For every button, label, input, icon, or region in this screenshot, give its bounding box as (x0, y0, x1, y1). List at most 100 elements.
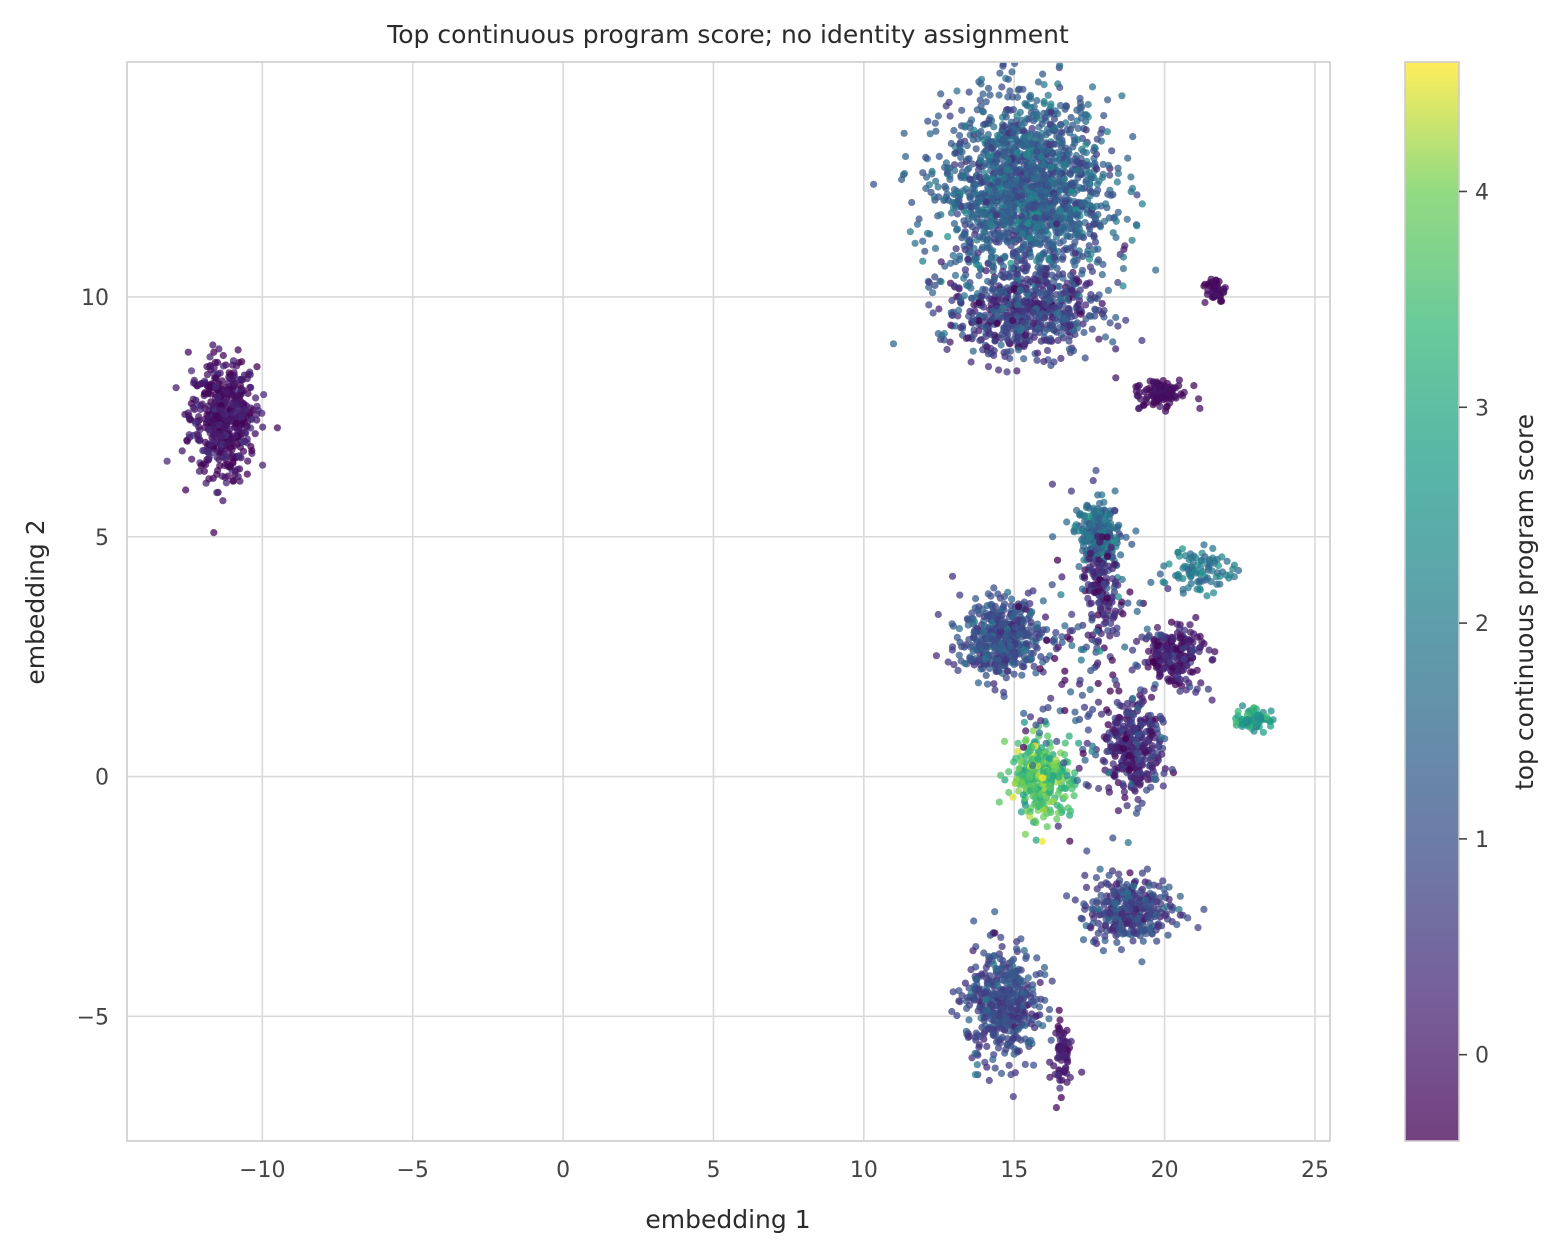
scatter-point (1214, 562, 1222, 570)
scatter-point (1057, 214, 1065, 222)
scatter-point (1125, 766, 1134, 774)
scatter-point (949, 251, 957, 260)
scatter-point (931, 281, 939, 290)
scatter-point (1016, 327, 1024, 335)
scatter-point (1135, 381, 1143, 389)
scatter-point (1018, 671, 1026, 679)
scatter-point (1113, 698, 1121, 707)
scatter-point (998, 305, 1007, 313)
scatter-point (1076, 99, 1084, 107)
scatter-point (1158, 750, 1166, 758)
scatter-point (1097, 202, 1105, 210)
scatter-point (955, 306, 963, 314)
scatter-point (1017, 141, 1026, 149)
scatter-point (1054, 790, 1062, 798)
scatter-point (1094, 186, 1102, 194)
scatter-point (1013, 367, 1021, 375)
scatter-point (1019, 230, 1027, 238)
scatter-point (1029, 308, 1037, 316)
scatter-point (1067, 225, 1075, 233)
scatter-point (205, 475, 213, 483)
scatter-point (1011, 187, 1020, 195)
scatter-point (1133, 749, 1141, 757)
scatter-point (1186, 683, 1194, 691)
scatter-point (937, 258, 945, 266)
scatter-point (1044, 732, 1052, 740)
scatter-point (987, 330, 995, 338)
scatter-point (209, 416, 217, 424)
scatter-point (1111, 538, 1119, 546)
scatter-point (967, 358, 975, 366)
scatter-point (989, 267, 997, 275)
scatter-point (1150, 399, 1158, 407)
scatter-point (1065, 337, 1073, 345)
scatter-point (1174, 548, 1182, 556)
scatter-point (1050, 115, 1059, 123)
scatter-point (1198, 638, 1206, 646)
scatter-point (957, 324, 965, 332)
scatter-point (195, 467, 203, 475)
scatter-point (1213, 284, 1221, 292)
scatter-point (1123, 215, 1131, 223)
scatter-point (999, 267, 1007, 275)
scatter-point (1028, 743, 1036, 752)
scatter-point (1138, 336, 1146, 345)
scatter-point (957, 643, 966, 651)
scatter-point (247, 443, 255, 451)
scatter-point (935, 152, 943, 160)
scatter-point (1086, 180, 1094, 188)
scatter-point (1208, 288, 1216, 296)
scatter-point (223, 416, 231, 424)
scatter-point (1118, 575, 1126, 584)
scatter-point (1154, 662, 1162, 670)
scatter-point (951, 167, 959, 175)
scatter-point (1033, 356, 1041, 364)
scatter-point (1068, 785, 1076, 793)
scatter-point (1143, 625, 1151, 633)
scatter-point (1056, 207, 1064, 215)
scatter-point (1027, 183, 1035, 191)
scatter-point (946, 112, 954, 120)
scatter-point (1094, 611, 1102, 619)
scatter-point (953, 210, 962, 218)
scatter-point (1024, 589, 1032, 597)
scatter-point (934, 183, 942, 191)
scatter-point (1074, 124, 1082, 132)
scatter-point (1045, 304, 1053, 312)
scatter-point (1006, 642, 1014, 651)
scatter-point (982, 671, 990, 680)
scatter-point (1060, 315, 1068, 324)
scatter-point (1090, 581, 1098, 589)
scatter-point (919, 257, 927, 265)
scatter-point (1044, 91, 1052, 99)
scatter-point (906, 228, 914, 236)
scatter-point (1105, 522, 1114, 530)
scatter-point (1104, 627, 1112, 635)
scatter-point (201, 438, 209, 446)
scatter-point (1072, 200, 1080, 208)
scatter-point (1063, 295, 1071, 303)
scatter-point (1096, 520, 1105, 528)
scatter-point (1006, 87, 1014, 95)
scatter-point (1108, 147, 1116, 155)
scatter-point (1226, 571, 1234, 579)
scatter-point (1138, 633, 1146, 641)
scatter-point (1267, 722, 1275, 730)
scatter-point (1259, 728, 1267, 736)
scatter-point (1063, 126, 1071, 134)
scatter-point (967, 615, 975, 623)
scatter-point (200, 467, 208, 475)
scatter-point (1040, 100, 1048, 108)
scatter-point (1090, 507, 1098, 515)
scatter-point (1146, 377, 1154, 385)
scatter-point (1054, 169, 1063, 178)
scatter-point (214, 393, 222, 401)
scatter-point (1155, 673, 1163, 681)
scatter-point (976, 156, 984, 165)
scatter-point (1013, 93, 1022, 101)
scatter-point (1071, 896, 1079, 904)
scatter-point (1063, 279, 1071, 287)
scatter-point (219, 351, 227, 360)
scatter-point (964, 236, 972, 245)
